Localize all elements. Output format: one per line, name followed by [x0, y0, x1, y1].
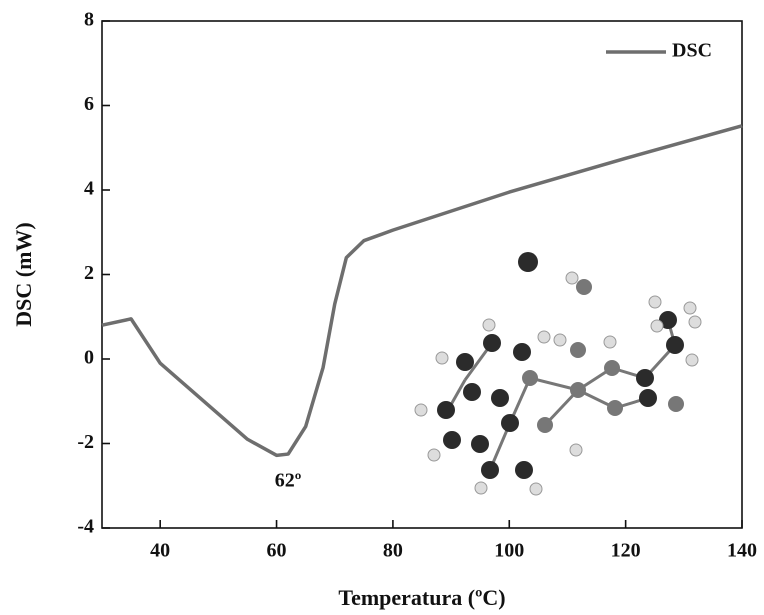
y-tick-label: 6	[84, 93, 94, 115]
y-tick-label: -2	[77, 431, 94, 453]
molecule-illustration	[414, 252, 702, 496]
legend-label: DSC	[672, 40, 712, 62]
annotation: 62º	[275, 470, 302, 492]
y-tick-label: -4	[77, 516, 94, 538]
plot-frame	[101, 20, 743, 529]
x-tick-label: 40	[150, 540, 170, 562]
y-axis-label: DSC (mW)	[11, 222, 36, 327]
y-tick-label: 4	[84, 178, 94, 200]
y-tick-label: 0	[84, 347, 94, 369]
x-tick-label: 140	[727, 540, 757, 562]
y-tick-label: 2	[84, 262, 94, 284]
x-tick-label: 80	[383, 540, 403, 562]
x-axis-label: Temperatura (ºC)	[338, 585, 505, 610]
data-line	[101, 124, 743, 458]
x-tick-label: 120	[611, 540, 641, 562]
x-tick-label: 100	[494, 540, 524, 562]
y-tick-label: 8	[84, 9, 94, 31]
x-tick-label: 60	[267, 540, 287, 562]
